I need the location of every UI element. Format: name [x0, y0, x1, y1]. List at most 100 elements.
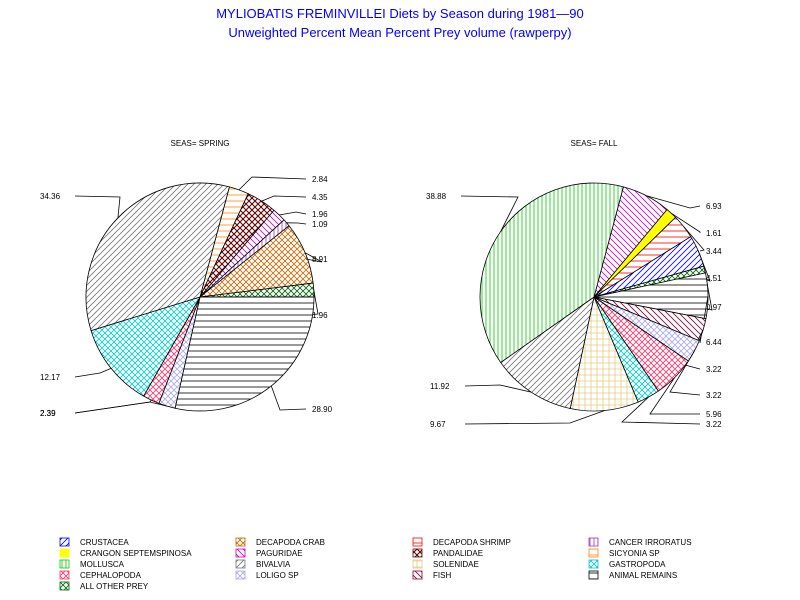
legend-swatch — [59, 548, 70, 558]
leader-line — [74, 368, 112, 378]
legend-swatch — [588, 570, 599, 580]
slice-value-label: 1.09 — [312, 220, 328, 229]
legend-label: ANIMAL REMAINS — [609, 571, 677, 580]
slice-value-label: 1.61 — [706, 229, 722, 238]
legend-item-paguridae: PAGURIDAE — [235, 548, 303, 558]
chart-title: MYLIOBATIS FREMINVILLEI Diets by Season … — [216, 6, 584, 21]
slice-value-label: 0.97 — [706, 303, 722, 312]
leader-line — [304, 252, 323, 263]
slice-value-label: 34.36 — [40, 192, 61, 201]
pie-title: SEAS= SPRING — [171, 139, 230, 148]
legend-label: PAGURIDAE — [256, 549, 303, 558]
slice-value-label: 8.91 — [312, 255, 328, 264]
legend: CRUSTACEA DECAPODA CRAB DECAPODA SHRIMP CAN… — [59, 537, 692, 591]
pie-slice-mollusca — [479, 182, 624, 364]
legend-item-crustacea: CRUSTACEA — [59, 537, 129, 547]
legend-item-animal_remains: ANIMAL REMAINS — [588, 570, 677, 580]
legend-item-bivalvia: BIVALVIA — [235, 559, 291, 569]
slice-value-label: 3.44 — [706, 247, 722, 256]
leader-line — [683, 226, 705, 252]
slice-value-label: 4.35 — [312, 193, 328, 202]
leader-line — [464, 410, 605, 425]
leader-line — [238, 176, 307, 191]
leader-line — [646, 195, 701, 209]
leader-line — [621, 396, 701, 425]
legend-swatch — [412, 570, 423, 580]
pie-0: SEAS= SPRING2.844.351.961.098.911.9628.9… — [40, 139, 333, 418]
slice-value-label: 2.84 — [312, 175, 328, 184]
legend-swatch — [235, 548, 246, 558]
legend-item-mollusca: MOLLUSCA — [59, 559, 125, 569]
leader-line — [74, 399, 152, 414]
pie-1: SEAS= FALL 6.93 1.61 3.44 4.51 0.97 6.44 3.22 3.… — [426, 139, 722, 429]
legend-item-gastropoda: GASTROPODA — [588, 559, 666, 569]
slice-value-label: 3.22 — [706, 420, 722, 429]
slice-value-label: 6.44 — [706, 338, 722, 347]
legend-label: BIVALVIA — [256, 560, 291, 569]
legend-swatch — [235, 537, 246, 547]
legend-label: PANDALIDAE — [433, 549, 483, 558]
pie-slice-gastropoda — [90, 296, 201, 397]
pie-title: SEAS= FALL — [571, 139, 618, 148]
slice-value-label: 1.96 — [312, 210, 328, 219]
legend-item-cancer_irroratus: CANCER IRRORATUS — [588, 537, 692, 547]
pie-slice-animal_remains — [174, 296, 315, 412]
legend-swatch — [412, 548, 423, 558]
legend-swatch — [588, 559, 599, 569]
slice-value-label: 9.67 — [430, 420, 446, 429]
slice-value-label: 11.92 — [430, 382, 450, 391]
leader-line — [286, 222, 307, 225]
legend-item-other_prey: ALL OTHER PREY — [59, 581, 149, 591]
slice-value-label: 28.90 — [312, 405, 333, 414]
legend-item-loligo: LOLIGO SP — [235, 570, 299, 580]
legend-item-decapoda_shrimp: DECAPODA SHRIMP — [412, 537, 511, 547]
leader-line — [460, 195, 519, 232]
legend-label: DECAPODA CRAB — [256, 538, 325, 547]
legend-swatch — [588, 548, 599, 558]
legend-swatch — [412, 559, 423, 569]
legend-label: MOLLUSCA — [80, 560, 125, 569]
legend-item-crangon: CRANGON SEPTEMSPINOSA — [59, 548, 192, 558]
legend-item-decapoda_crab: DECAPODA CRAB — [235, 537, 325, 547]
leader-line — [270, 385, 307, 411]
leader-line — [261, 195, 307, 202]
legend-label: CANCER IRRORATUS — [609, 538, 692, 547]
leader-line — [669, 350, 701, 396]
slice-value-label: 1.96 — [312, 311, 328, 320]
leader-line — [279, 211, 307, 216]
legend-swatch — [412, 537, 423, 547]
legend-item-cephalopoda: CEPHALOPODA — [59, 570, 142, 580]
legend-label: ALL OTHER PREY — [80, 582, 149, 591]
chart-subtitle: Unweighted Percent Mean Percent Prey vol… — [228, 25, 571, 40]
legend-label: CEPHALOPODA — [80, 571, 142, 580]
legend-swatch — [588, 537, 599, 547]
slice-value-label: 12.17 — [40, 373, 61, 382]
slice-value-label: 3.22 — [706, 365, 722, 374]
legend-label: CRUSTACEA — [80, 538, 129, 547]
leader-line — [74, 195, 121, 219]
legend-label: DECAPODA SHRIMP — [433, 538, 511, 547]
slice-value-label: 4.51 — [706, 274, 722, 283]
legend-swatch — [59, 570, 70, 580]
slice-value-label: 2.39 — [40, 409, 56, 418]
legend-item-pandalidae: PANDALIDAE — [412, 548, 483, 558]
legend-label: GASTROPODA — [609, 560, 666, 569]
slice-value-label: 2.39 — [40, 409, 56, 418]
slice-value-label: 3.22 — [706, 391, 722, 400]
legend-label: FISH — [433, 571, 451, 580]
legend-swatch — [235, 570, 246, 580]
legend-swatch — [59, 537, 70, 547]
legend-swatch — [59, 581, 70, 591]
leader-line — [649, 377, 700, 415]
legend-swatch — [235, 559, 246, 569]
leader-line — [699, 295, 709, 344]
slice-value-label: 5.96 — [706, 410, 722, 419]
legend-swatch — [59, 559, 70, 569]
legend-label: CRANGON SEPTEMSPINOSA — [80, 549, 192, 558]
legend-label: LOLIGO SP — [256, 571, 299, 580]
slice-value-label: 6.93 — [706, 202, 722, 211]
leader-line — [671, 212, 701, 233]
legend-item-fish: FISH — [412, 570, 451, 580]
legend-item-sicyonia: SICYONIA SP — [588, 548, 660, 558]
